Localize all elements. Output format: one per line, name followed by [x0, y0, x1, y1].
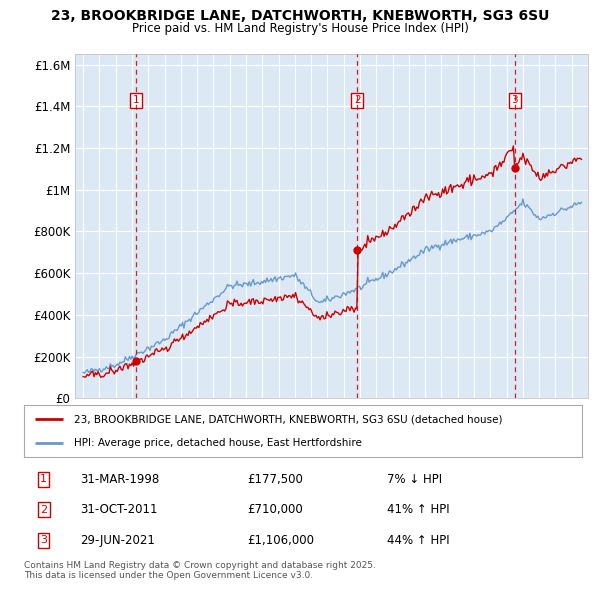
- Text: 1: 1: [40, 474, 47, 484]
- Text: Contains HM Land Registry data © Crown copyright and database right 2025.
This d: Contains HM Land Registry data © Crown c…: [24, 560, 376, 580]
- Text: 23, BROOKBRIDGE LANE, DATCHWORTH, KNEBWORTH, SG3 6SU: 23, BROOKBRIDGE LANE, DATCHWORTH, KNEBWO…: [51, 9, 549, 24]
- Text: 3: 3: [40, 535, 47, 545]
- Text: HPI: Average price, detached house, East Hertfordshire: HPI: Average price, detached house, East…: [74, 438, 362, 448]
- Text: £1,106,000: £1,106,000: [247, 534, 314, 547]
- Text: 2: 2: [354, 95, 361, 105]
- Text: 29-JUN-2021: 29-JUN-2021: [80, 534, 155, 547]
- Text: 31-OCT-2011: 31-OCT-2011: [80, 503, 157, 516]
- Text: 23, BROOKBRIDGE LANE, DATCHWORTH, KNEBWORTH, SG3 6SU (detached house): 23, BROOKBRIDGE LANE, DATCHWORTH, KNEBWO…: [74, 414, 503, 424]
- Text: 31-MAR-1998: 31-MAR-1998: [80, 473, 159, 486]
- Text: £710,000: £710,000: [247, 503, 303, 516]
- Text: 3: 3: [511, 95, 518, 105]
- Text: 1: 1: [133, 95, 139, 105]
- Text: 41% ↑ HPI: 41% ↑ HPI: [387, 503, 449, 516]
- Text: 7% ↓ HPI: 7% ↓ HPI: [387, 473, 442, 486]
- Text: Price paid vs. HM Land Registry's House Price Index (HPI): Price paid vs. HM Land Registry's House …: [131, 22, 469, 35]
- Text: 2: 2: [40, 505, 47, 514]
- Text: £177,500: £177,500: [247, 473, 303, 486]
- Text: 44% ↑ HPI: 44% ↑ HPI: [387, 534, 449, 547]
